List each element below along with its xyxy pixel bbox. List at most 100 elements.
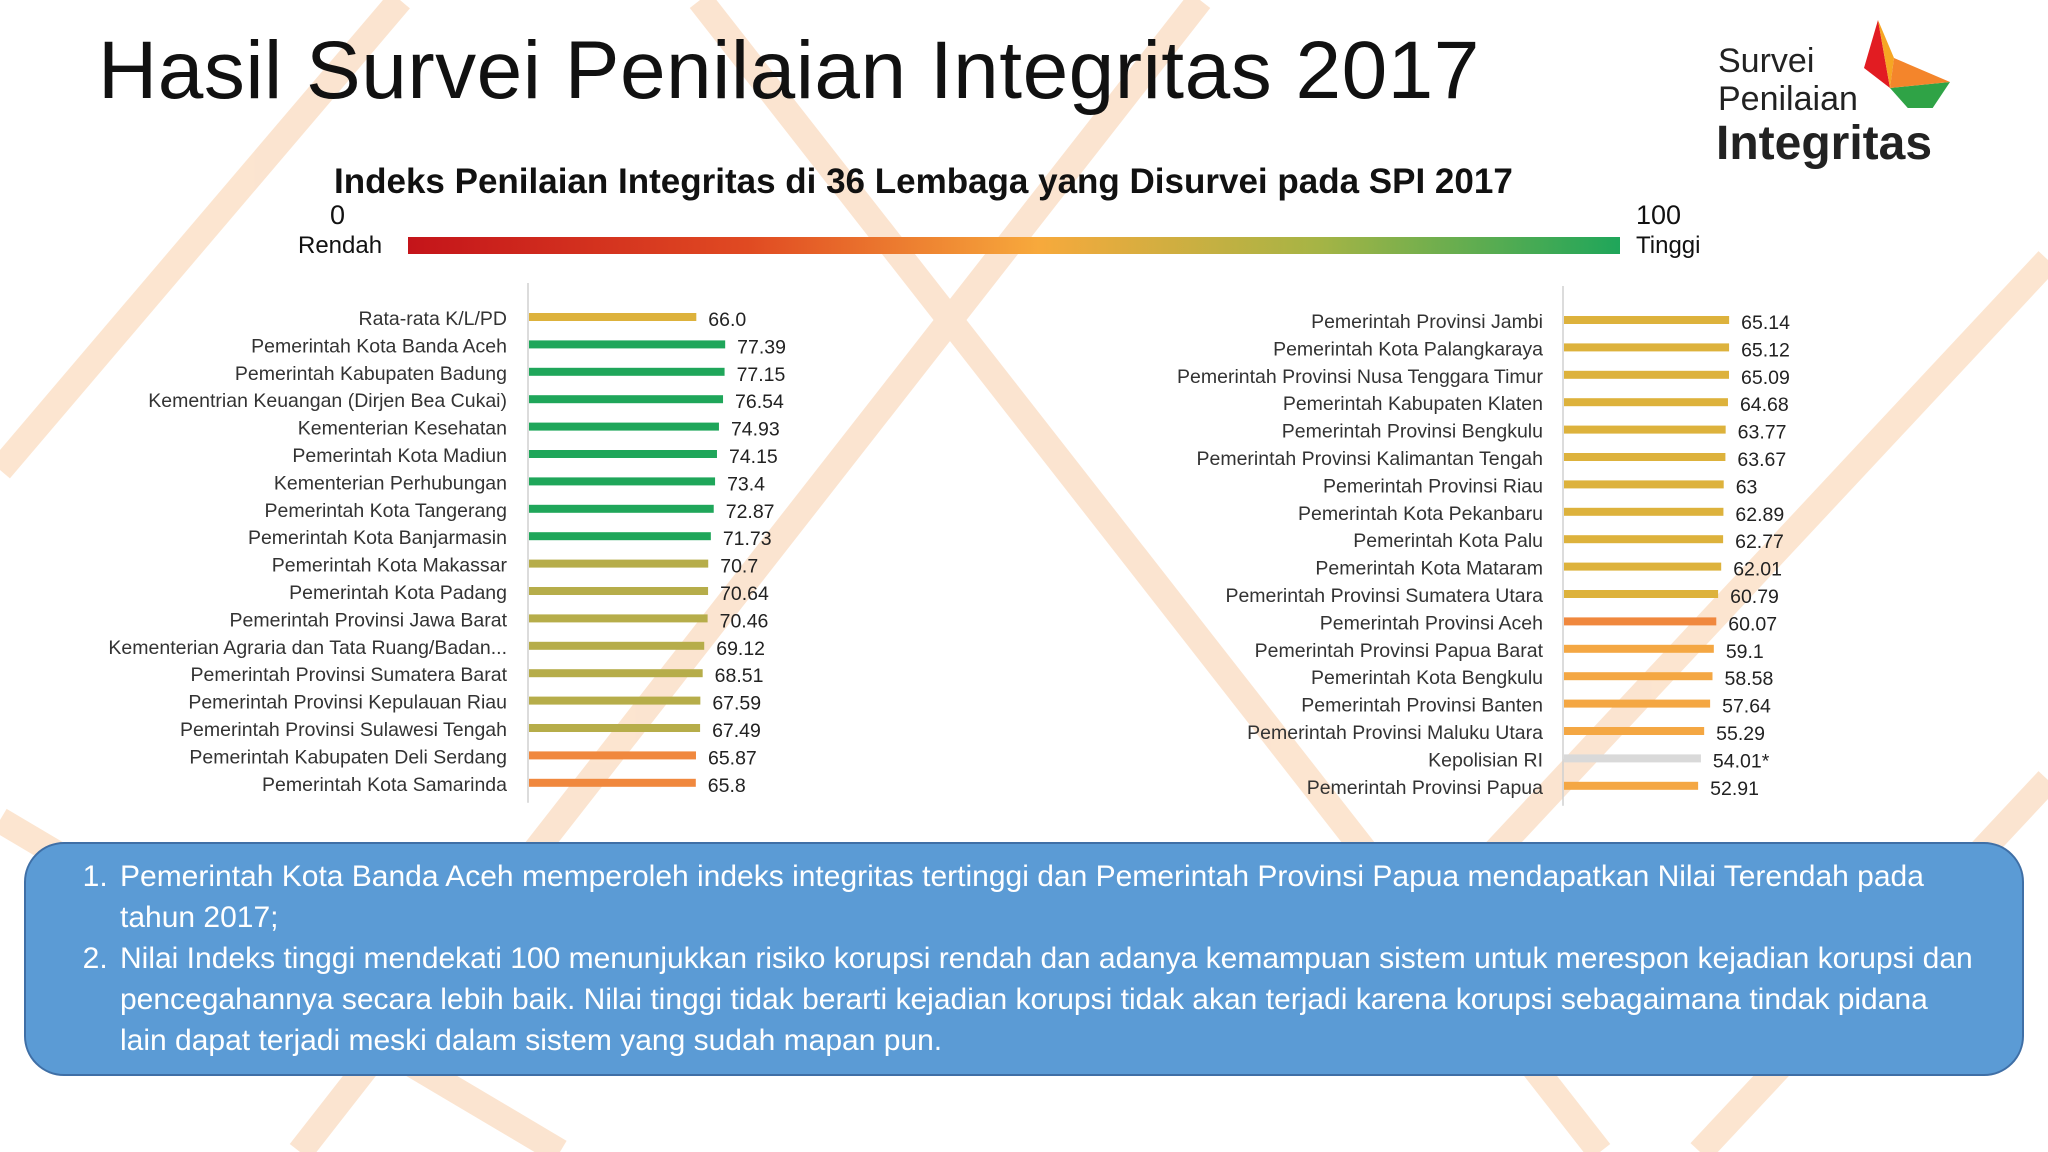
bar xyxy=(1564,316,1730,324)
bar xyxy=(1564,480,1724,489)
category-label: Pemerintah Kota Mataram xyxy=(1315,558,1543,580)
bar xyxy=(529,532,711,541)
category-label: Rata-rata K/L/PD xyxy=(359,308,507,330)
bar xyxy=(529,559,709,568)
category-label: Pemerintah Provinsi Kepulauan Riau xyxy=(188,692,507,714)
data-label: 62.89 xyxy=(1735,504,1784,526)
bar xyxy=(529,696,701,705)
data-label: 52.91 xyxy=(1710,778,1759,800)
category-label: Pemerintah Provinsi Papua xyxy=(1307,777,1543,799)
category-label: Kementrian Keuangan (Dirjen Bea Cukai) xyxy=(148,390,507,412)
category-label: Pemerintah Provinsi Jawa Barat xyxy=(230,609,508,631)
category-label: Pemerintah Provinsi Aceh xyxy=(1320,612,1543,634)
notes-list: Pemerintah Kota Banda Aceh memperoleh in… xyxy=(52,856,1982,1061)
data-label: 77.15 xyxy=(737,364,786,386)
category-label: Pemerintah Provinsi Banten xyxy=(1301,695,1543,717)
category-label: Kementerian Perhubungan xyxy=(274,472,507,494)
category-label: Pemerintah Kabupaten Badung xyxy=(235,363,507,385)
category-label: Pemerintah Provinsi Papua Barat xyxy=(1255,640,1544,662)
category-label: Pemerintah Provinsi Sumatera Barat xyxy=(191,664,508,686)
data-label: 60.07 xyxy=(1728,613,1777,635)
bar xyxy=(1564,617,1717,626)
category-label: Pemerintah Kota Makassar xyxy=(272,555,508,577)
bar xyxy=(1564,370,1730,379)
note-item: Pemerintah Kota Banda Aceh memperoleh in… xyxy=(116,856,1982,938)
category-label: Pemerintah Kota Banda Aceh xyxy=(251,335,507,357)
bar xyxy=(529,778,696,787)
category-label: Pemerintah Kota Pekanbaru xyxy=(1298,503,1543,525)
category-label: Pemerintah Kota Tangerang xyxy=(265,500,507,522)
data-label: 65.8 xyxy=(708,775,746,797)
bar xyxy=(529,450,717,458)
notes-box: Pemerintah Kota Banda Aceh memperoleh in… xyxy=(24,842,2024,1076)
bar xyxy=(529,587,709,595)
data-label: 63.67 xyxy=(1737,449,1786,471)
data-label: 55.29 xyxy=(1716,723,1765,745)
page-title: Hasil Survei Penilaian Integritas 2017 xyxy=(98,25,1480,116)
category-label: Pemerintah Kota Palu xyxy=(1353,530,1543,552)
bar xyxy=(529,724,701,732)
data-label: 67.49 xyxy=(712,720,761,742)
data-label: 68.51 xyxy=(715,665,764,687)
category-label: Pemerintah Kota Palangkaraya xyxy=(1273,338,1543,360)
bar xyxy=(529,367,725,376)
category-label: Kementerian Kesehatan xyxy=(298,418,507,440)
category-label: Pemerintah Provinsi Nusa Tenggara Timur xyxy=(1177,366,1543,388)
spi-logo: Survei Penilaian Integritas xyxy=(1700,18,1960,170)
bar xyxy=(1564,562,1722,571)
bar xyxy=(529,313,697,321)
data-label: 67.59 xyxy=(712,693,761,715)
bar xyxy=(529,641,705,650)
bar xyxy=(1564,507,1724,516)
category-label: Pemerintah Kota Padang xyxy=(289,582,507,604)
bar xyxy=(1564,644,1714,653)
data-label: 70.46 xyxy=(720,610,769,632)
bar xyxy=(1564,590,1719,598)
scale-gradient-bar xyxy=(408,237,1620,254)
data-label: 59.1 xyxy=(1726,641,1764,663)
bar xyxy=(529,422,719,431)
bar xyxy=(529,614,708,623)
bar xyxy=(529,669,703,678)
bar xyxy=(1564,343,1730,352)
data-label: 62.77 xyxy=(1735,531,1784,553)
bar xyxy=(1564,535,1724,544)
bar xyxy=(529,477,716,486)
bar xyxy=(1564,781,1699,790)
bar xyxy=(1564,699,1711,708)
note-item: Nilai Indeks tinggi mendekati 100 menunj… xyxy=(116,938,1982,1061)
category-label: Pemerintah Provinsi Jambi xyxy=(1311,311,1543,333)
data-label: 71.73 xyxy=(723,528,772,550)
logo-line-2: Penilaian xyxy=(1718,80,1858,118)
scale-min-label: Rendah xyxy=(298,232,383,259)
data-label: 65.14 xyxy=(1741,312,1790,334)
data-label: 65.87 xyxy=(708,747,757,769)
data-label: 63 xyxy=(1736,476,1758,498)
data-label: 76.54 xyxy=(735,391,784,413)
bar xyxy=(529,504,714,513)
category-label: Kementerian Agraria dan Tata Ruang/Badan… xyxy=(108,637,507,659)
data-label: 74.15 xyxy=(729,446,778,468)
category-label: Pemerintah Provinsi Maluku Utara xyxy=(1247,722,1543,744)
data-label: 62.01 xyxy=(1733,559,1782,581)
data-label: 69.12 xyxy=(716,638,765,660)
category-label: Pemerintah Provinsi Bengkulu xyxy=(1282,421,1543,443)
scale-max-value: 100 xyxy=(1636,200,1682,230)
category-label: Pemerintah Kota Banjarmasin xyxy=(248,527,507,549)
bar xyxy=(1564,398,1728,407)
category-label: Pemerintah Kota Bengkulu xyxy=(1311,667,1543,689)
scale-max-label: Tinggi xyxy=(1636,232,1701,259)
data-label: 57.64 xyxy=(1722,696,1771,718)
bar xyxy=(1564,754,1701,763)
data-label: 65.09 xyxy=(1741,367,1790,389)
data-label: 73.4 xyxy=(727,473,765,495)
data-label: 70.7 xyxy=(720,556,758,578)
category-label: Pemerintah Kabupaten Klaten xyxy=(1283,393,1543,415)
data-label: 60.79 xyxy=(1730,586,1779,608)
logo-line-3: Integritas xyxy=(1716,117,1933,170)
chart-title: Indeks Penilaian Integritas di 36 Lembag… xyxy=(334,162,1513,201)
data-label: 54.01* xyxy=(1713,750,1770,772)
bar xyxy=(1564,672,1713,681)
data-label: 70.64 xyxy=(720,583,769,605)
